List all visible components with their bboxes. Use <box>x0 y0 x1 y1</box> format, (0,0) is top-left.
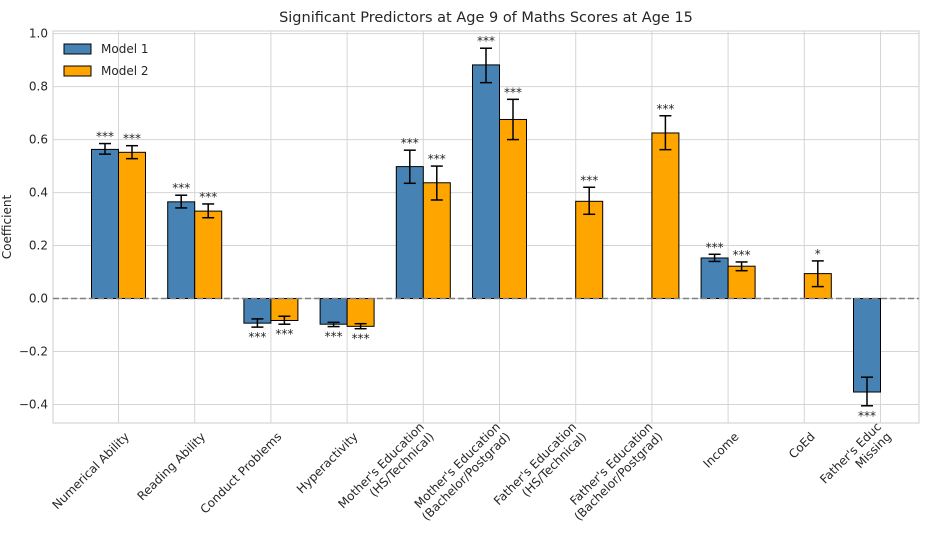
bar <box>118 151 146 300</box>
x-tick-label-line: (Bachelor/Postgrad) <box>419 430 513 524</box>
x-tick-label: CoEd <box>786 430 818 462</box>
significance-label: *** <box>172 181 190 195</box>
x-tick-label: Conduct Problems <box>197 430 284 517</box>
y-tick-label: 0.4 <box>29 186 48 200</box>
bar <box>472 64 500 300</box>
y-tick-label: −0.2 <box>19 344 48 358</box>
significance-label: * <box>815 247 821 261</box>
x-tick-label-line: Conduct Problems <box>197 430 284 517</box>
y-tick-label: 1.0 <box>29 27 48 41</box>
legend-label-model-2: Model 2 <box>101 64 148 78</box>
x-tick-label-line: Reading Ability <box>135 430 209 504</box>
bar <box>499 118 527 300</box>
legend-swatch-model-1 <box>63 43 92 55</box>
significance-label: *** <box>352 332 370 346</box>
x-tick-label: Income <box>700 430 741 471</box>
error-bars <box>99 47 873 407</box>
bar <box>167 201 196 300</box>
significance-label: *** <box>656 102 674 116</box>
x-tick-label-line: CoEd <box>786 430 818 462</box>
bar <box>700 257 729 300</box>
y-tick-label: 0.0 <box>29 292 48 306</box>
significance-label: *** <box>477 34 495 48</box>
x-tick-label-line: Income <box>700 430 741 471</box>
bar <box>319 298 348 325</box>
y-tick-labels: −0.4 −0.2 0.0 0.2 0.4 0.6 0.8 1.0 <box>19 27 48 412</box>
significance-label: *** <box>325 330 343 344</box>
bar <box>651 132 680 300</box>
significance-label: *** <box>199 190 217 204</box>
y-tick-label: 0.8 <box>29 80 48 94</box>
significance-label: *** <box>248 330 266 344</box>
significance-label: *** <box>733 248 751 262</box>
x-tick-label: Reading Ability <box>135 430 209 504</box>
significance-label: *** <box>428 152 446 166</box>
significance-label: *** <box>858 409 876 423</box>
bar <box>194 210 223 300</box>
significance-label: *** <box>504 85 522 99</box>
legend-swatch-model-2 <box>63 65 92 77</box>
bar <box>346 298 375 327</box>
x-tick-label-line: (Bachelor/Postgrad) <box>571 430 665 524</box>
y-tick-label: 0.6 <box>29 133 48 147</box>
significance-label: *** <box>123 132 141 146</box>
chart-title: Significant Predictors at Age 9 of Maths… <box>279 10 693 26</box>
bar <box>395 166 424 300</box>
y-axis-label: Coefficient <box>0 195 14 260</box>
significance-labels: ********* ************************ *******… <box>96 34 876 423</box>
legend-label-model-1: Model 1 <box>101 42 148 56</box>
significance-label: *** <box>706 240 724 254</box>
x-tick-label: Numerical Ability <box>49 430 131 512</box>
y-tick-label: 0.2 <box>29 239 48 253</box>
bar <box>91 148 119 300</box>
significance-label: *** <box>275 327 293 341</box>
x-tick-label-line: Numerical Ability <box>49 430 131 512</box>
bar <box>575 200 604 300</box>
y-tick-label: −0.4 <box>19 397 48 411</box>
significance-label: *** <box>401 136 419 150</box>
significance-label: *** <box>580 173 598 187</box>
bars <box>91 64 881 393</box>
bar <box>422 182 451 300</box>
legend: Model 1 Model 2 <box>63 42 148 78</box>
significance-label: *** <box>96 130 114 144</box>
x-tick-labels: Numerical Ability Reading AbilityConduct … <box>49 420 893 524</box>
